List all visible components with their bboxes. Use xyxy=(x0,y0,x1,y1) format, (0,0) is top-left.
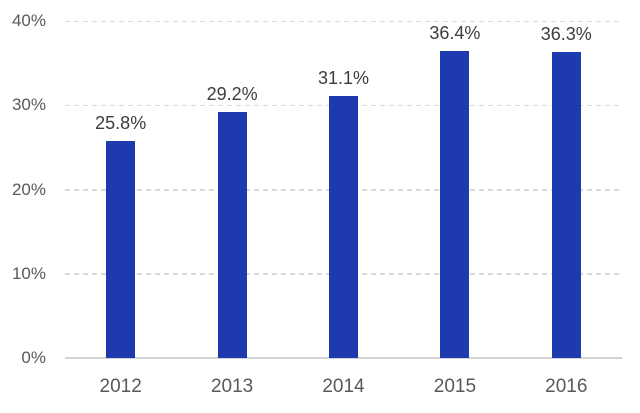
y-tick-label: 10% xyxy=(11,263,46,283)
bar xyxy=(551,52,581,358)
x-tick-label: 2014 xyxy=(322,376,365,397)
plot-area: 25.8% 29.2% 31.1% 36.4% 36.3% xyxy=(65,20,622,359)
x-tick-label: 2012 xyxy=(99,376,142,397)
y-tick-label: 0% xyxy=(21,348,46,367)
y-tick-label: 40% xyxy=(11,11,46,30)
bar-value-label: 25.8% xyxy=(95,112,147,133)
x-tick-label: 2016 xyxy=(545,376,588,397)
y-tick-label: 30% xyxy=(11,95,46,115)
x-tick-label: 2015 xyxy=(433,376,477,397)
bar xyxy=(106,140,136,358)
x-axis-line xyxy=(65,357,622,359)
bar-value-label: 36.4% xyxy=(429,23,481,44)
y-tick-label: 20% xyxy=(11,179,46,199)
x-tick-label: 2013 xyxy=(210,376,254,397)
bar-value-label: 29.2% xyxy=(206,84,258,104)
bar xyxy=(217,112,247,358)
gridline xyxy=(65,20,622,22)
bar xyxy=(329,95,358,358)
bar-value-label: 36.3% xyxy=(540,24,592,45)
bar xyxy=(440,51,470,358)
bar-value-label: 31.1% xyxy=(317,67,370,88)
